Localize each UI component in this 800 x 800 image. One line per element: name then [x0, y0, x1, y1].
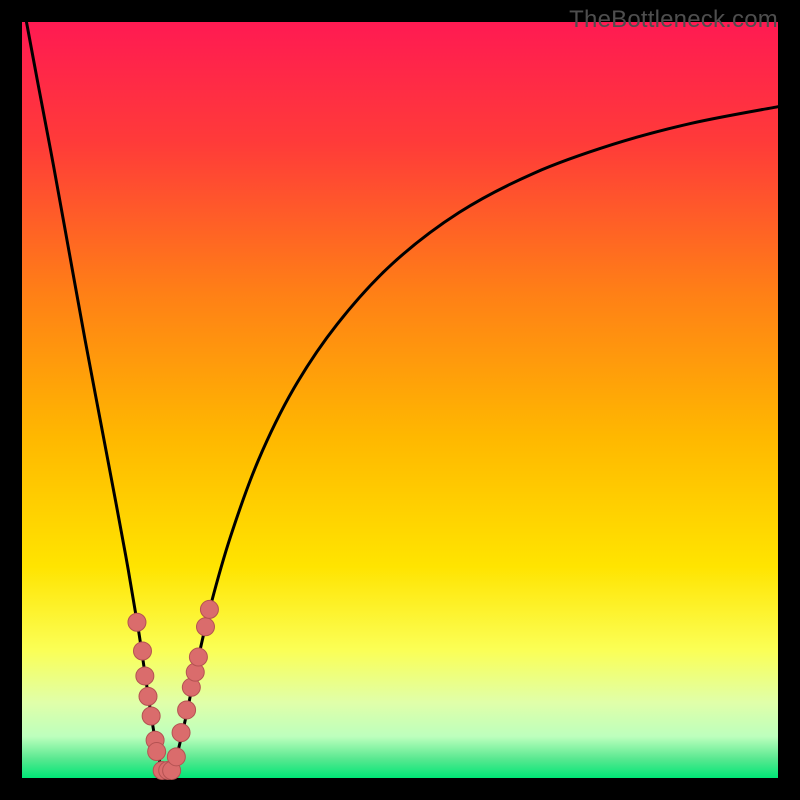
data-marker	[167, 748, 185, 766]
data-marker	[133, 642, 151, 660]
data-marker	[196, 618, 214, 636]
data-marker	[189, 648, 207, 666]
chart-container: TheBottleneck.com	[0, 0, 800, 800]
data-marker	[142, 707, 160, 725]
watermark-text: TheBottleneck.com	[569, 6, 778, 34]
data-marker	[139, 687, 157, 705]
data-marker	[178, 701, 196, 719]
data-marker	[200, 600, 218, 618]
data-marker	[148, 743, 166, 761]
data-marker	[172, 724, 190, 742]
chart-plot-area	[22, 22, 778, 778]
data-marker	[128, 613, 146, 631]
data-marker	[136, 667, 154, 685]
bottleneck-chart	[0, 0, 800, 800]
